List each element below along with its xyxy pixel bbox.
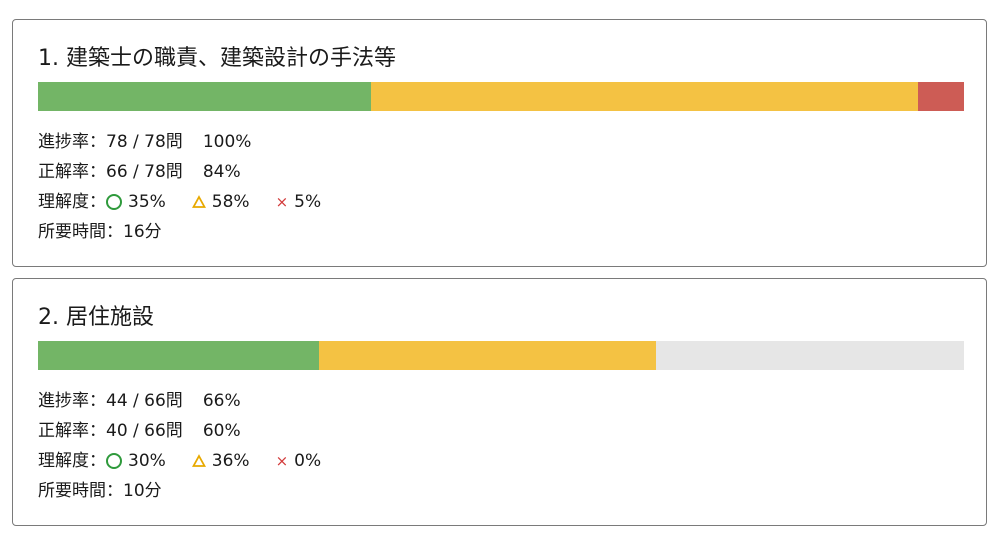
correct-label: 正解率： (38, 421, 106, 441)
understanding-label: 理解度： (38, 451, 106, 471)
time-label: 所要時間： (38, 481, 123, 501)
correct-row: 正解率： 66 / 78問 84% (38, 157, 321, 187)
chapter-card[interactable]: 1. 建築士の職責、建築設計の手法等 進捗率： 78 / 78問 100% 正解… (12, 19, 987, 267)
bar-segment-wrong (917, 82, 964, 111)
cross-icon: × (275, 452, 289, 470)
time-label: 所要時間： (38, 222, 123, 242)
chapter-card[interactable]: 2. 居住施設 進捗率： 44 / 66問 66% 正解率： 40 / 66問 … (12, 278, 987, 526)
time-value: 10分 (123, 481, 162, 501)
progress-count: 78 / 78問 (106, 132, 183, 152)
correct-count: 66 / 78問 (106, 162, 183, 182)
stats-block: 進捗率： 44 / 66問 66% 正解率： 40 / 66問 60% 理解度：… (38, 386, 321, 506)
stats-block: 進捗率： 78 / 78問 100% 正解率： 66 / 78問 84% 理解度… (38, 127, 321, 247)
correct-percent: 84% (202, 162, 241, 182)
understanding-row: 理解度： 35% 58% × 5% (38, 187, 321, 217)
progress-bar (38, 341, 964, 370)
understanding-t-value: 36% (211, 451, 250, 471)
bar-segment-partial (318, 341, 656, 370)
progress-row: 進捗率： 44 / 66問 66% (38, 386, 321, 416)
correct-count: 40 / 66問 (106, 421, 183, 441)
progress-label: 進捗率： (38, 391, 106, 411)
progress-count: 44 / 66問 (106, 391, 183, 411)
correct-row: 正解率： 40 / 66問 60% (38, 416, 321, 446)
progress-percent: 100% (202, 132, 252, 152)
time-row: 所要時間： 16分 (38, 217, 321, 247)
understanding-o-value: 30% (128, 451, 166, 471)
circle-icon (106, 194, 122, 210)
triangle-icon (191, 454, 206, 467)
progress-bar (38, 82, 964, 111)
chapter-title: 2. 居住施設 (38, 305, 154, 330)
bar-segment-correct (38, 82, 372, 111)
triangle-icon (191, 195, 206, 208)
time-row: 所要時間： 10分 (38, 476, 321, 506)
bar-segment-correct (38, 341, 319, 370)
progress-label: 進捗率： (38, 132, 106, 152)
understanding-t-value: 58% (211, 192, 250, 212)
chapter-title: 1. 建築士の職責、建築設計の手法等 (38, 46, 396, 71)
correct-percent: 60% (202, 421, 241, 441)
understanding-x-value: 0% (294, 451, 322, 471)
progress-row: 進捗率： 78 / 78問 100% (38, 127, 321, 157)
understanding-o-value: 35% (128, 192, 166, 212)
understanding-x-value: 5% (294, 192, 322, 212)
cross-icon: × (275, 193, 289, 211)
understanding-row: 理解度： 30% 36% × 0% (38, 446, 321, 476)
correct-label: 正解率： (38, 162, 106, 182)
progress-percent: 66% (202, 391, 241, 411)
circle-icon (106, 453, 122, 469)
understanding-label: 理解度： (38, 192, 106, 212)
time-value: 16分 (123, 222, 162, 242)
bar-segment-partial (371, 82, 918, 111)
